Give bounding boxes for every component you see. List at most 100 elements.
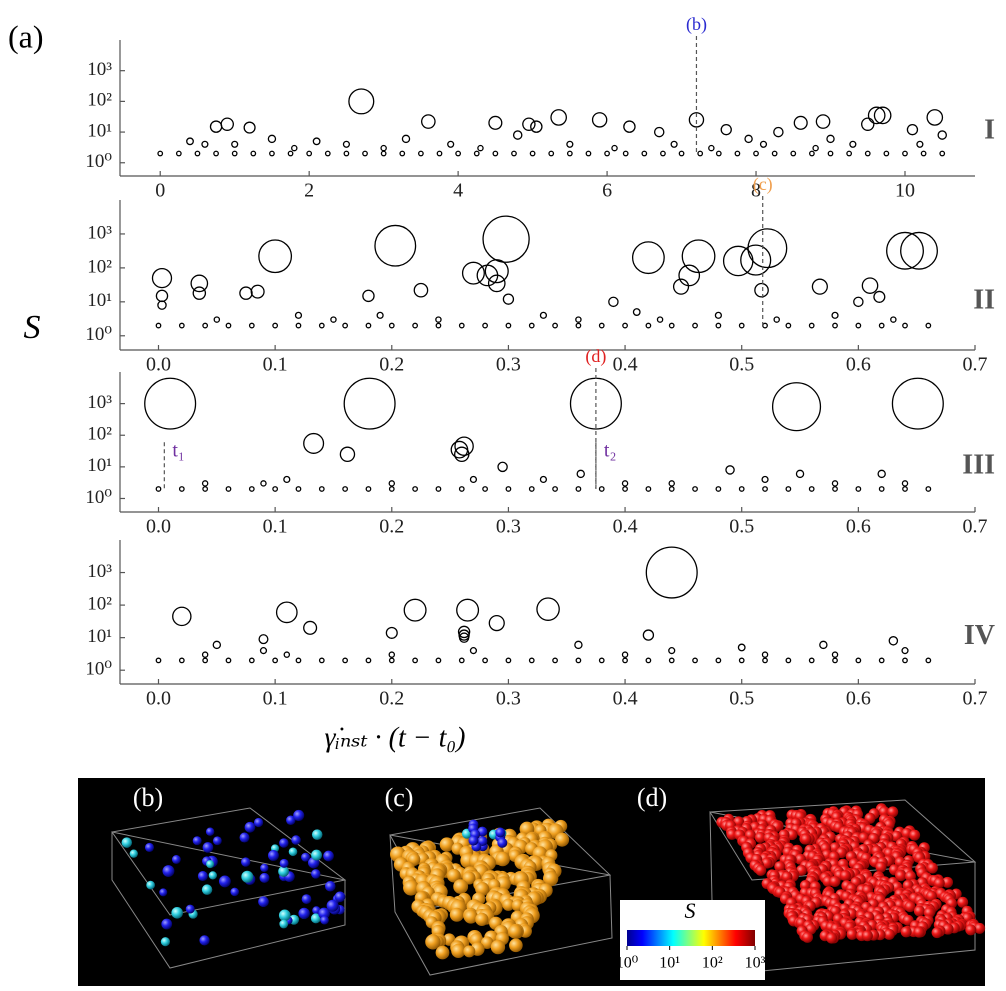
point xyxy=(318,322,325,329)
point xyxy=(365,486,372,492)
point xyxy=(890,316,897,323)
point xyxy=(744,134,753,144)
point xyxy=(808,322,815,329)
point xyxy=(670,140,678,148)
point xyxy=(660,150,666,157)
sphere xyxy=(875,861,887,873)
point xyxy=(846,150,853,157)
sphere xyxy=(208,871,217,880)
sphere xyxy=(435,945,450,960)
x-tick-label: 0.3 xyxy=(496,516,521,538)
point xyxy=(714,311,722,319)
panel-label: II xyxy=(973,284,995,315)
point xyxy=(867,106,886,125)
point xyxy=(900,231,938,270)
point xyxy=(312,137,321,146)
point xyxy=(202,657,209,664)
x-tick-label: 2 xyxy=(304,180,314,202)
sphere xyxy=(900,926,912,938)
point xyxy=(771,382,822,432)
point xyxy=(399,150,406,157)
point xyxy=(456,598,480,622)
point xyxy=(213,150,219,157)
x-tick-label: 0.3 xyxy=(496,688,521,710)
point xyxy=(552,657,558,664)
point xyxy=(330,316,337,323)
point xyxy=(151,267,173,289)
point xyxy=(855,322,862,329)
sphere xyxy=(941,876,953,888)
sphere xyxy=(800,833,812,845)
sphere xyxy=(801,931,813,943)
point xyxy=(457,625,471,639)
point xyxy=(681,239,716,274)
point xyxy=(201,140,209,148)
sphere xyxy=(230,887,239,897)
point xyxy=(239,286,253,300)
point xyxy=(771,150,778,157)
point xyxy=(902,657,908,664)
point xyxy=(668,657,675,664)
point xyxy=(482,486,488,492)
sphere xyxy=(301,852,311,862)
sphere xyxy=(286,815,296,825)
point xyxy=(295,322,302,329)
sphere xyxy=(883,928,895,940)
sphere xyxy=(925,890,937,902)
box-outline xyxy=(111,831,346,969)
annotation-label: (b) xyxy=(686,14,707,35)
sphere xyxy=(253,817,264,828)
point xyxy=(697,150,704,157)
sphere xyxy=(311,849,322,861)
sphere xyxy=(185,904,195,914)
point xyxy=(412,322,418,329)
point xyxy=(213,316,221,323)
point xyxy=(522,117,536,131)
point xyxy=(622,657,628,664)
x-tick-label: 0.0 xyxy=(146,516,171,538)
point xyxy=(855,657,862,664)
point xyxy=(668,486,675,492)
sphere xyxy=(160,937,170,947)
sphere xyxy=(279,838,289,848)
point xyxy=(374,224,417,267)
point xyxy=(762,486,768,492)
sphere xyxy=(895,870,907,882)
insets xyxy=(111,799,986,976)
point xyxy=(209,120,223,133)
point xyxy=(528,322,535,329)
x-tick-label: 0.4 xyxy=(613,688,638,710)
point xyxy=(926,109,944,126)
point xyxy=(831,480,839,487)
sphere xyxy=(425,934,441,950)
point xyxy=(401,134,411,144)
point xyxy=(435,486,442,492)
point xyxy=(645,322,652,329)
point xyxy=(458,632,470,643)
point xyxy=(831,651,839,658)
point xyxy=(623,120,636,133)
point xyxy=(144,377,197,430)
point xyxy=(202,486,209,492)
point xyxy=(622,486,628,492)
sphere xyxy=(497,837,508,848)
point xyxy=(275,601,298,624)
point xyxy=(482,215,530,263)
point xyxy=(937,130,948,140)
point xyxy=(178,322,185,329)
sphere xyxy=(913,926,925,938)
y-tick-label: 10² xyxy=(87,90,112,111)
point xyxy=(502,293,515,305)
point xyxy=(380,144,387,152)
sphere xyxy=(475,912,489,926)
point xyxy=(450,440,469,459)
point xyxy=(454,436,474,456)
point xyxy=(916,140,924,148)
point xyxy=(225,322,232,329)
point xyxy=(566,140,574,148)
sphere xyxy=(121,837,133,848)
sphere xyxy=(761,857,773,869)
point xyxy=(380,150,387,157)
y-axis-label: S xyxy=(24,309,41,346)
sphere xyxy=(878,806,890,818)
